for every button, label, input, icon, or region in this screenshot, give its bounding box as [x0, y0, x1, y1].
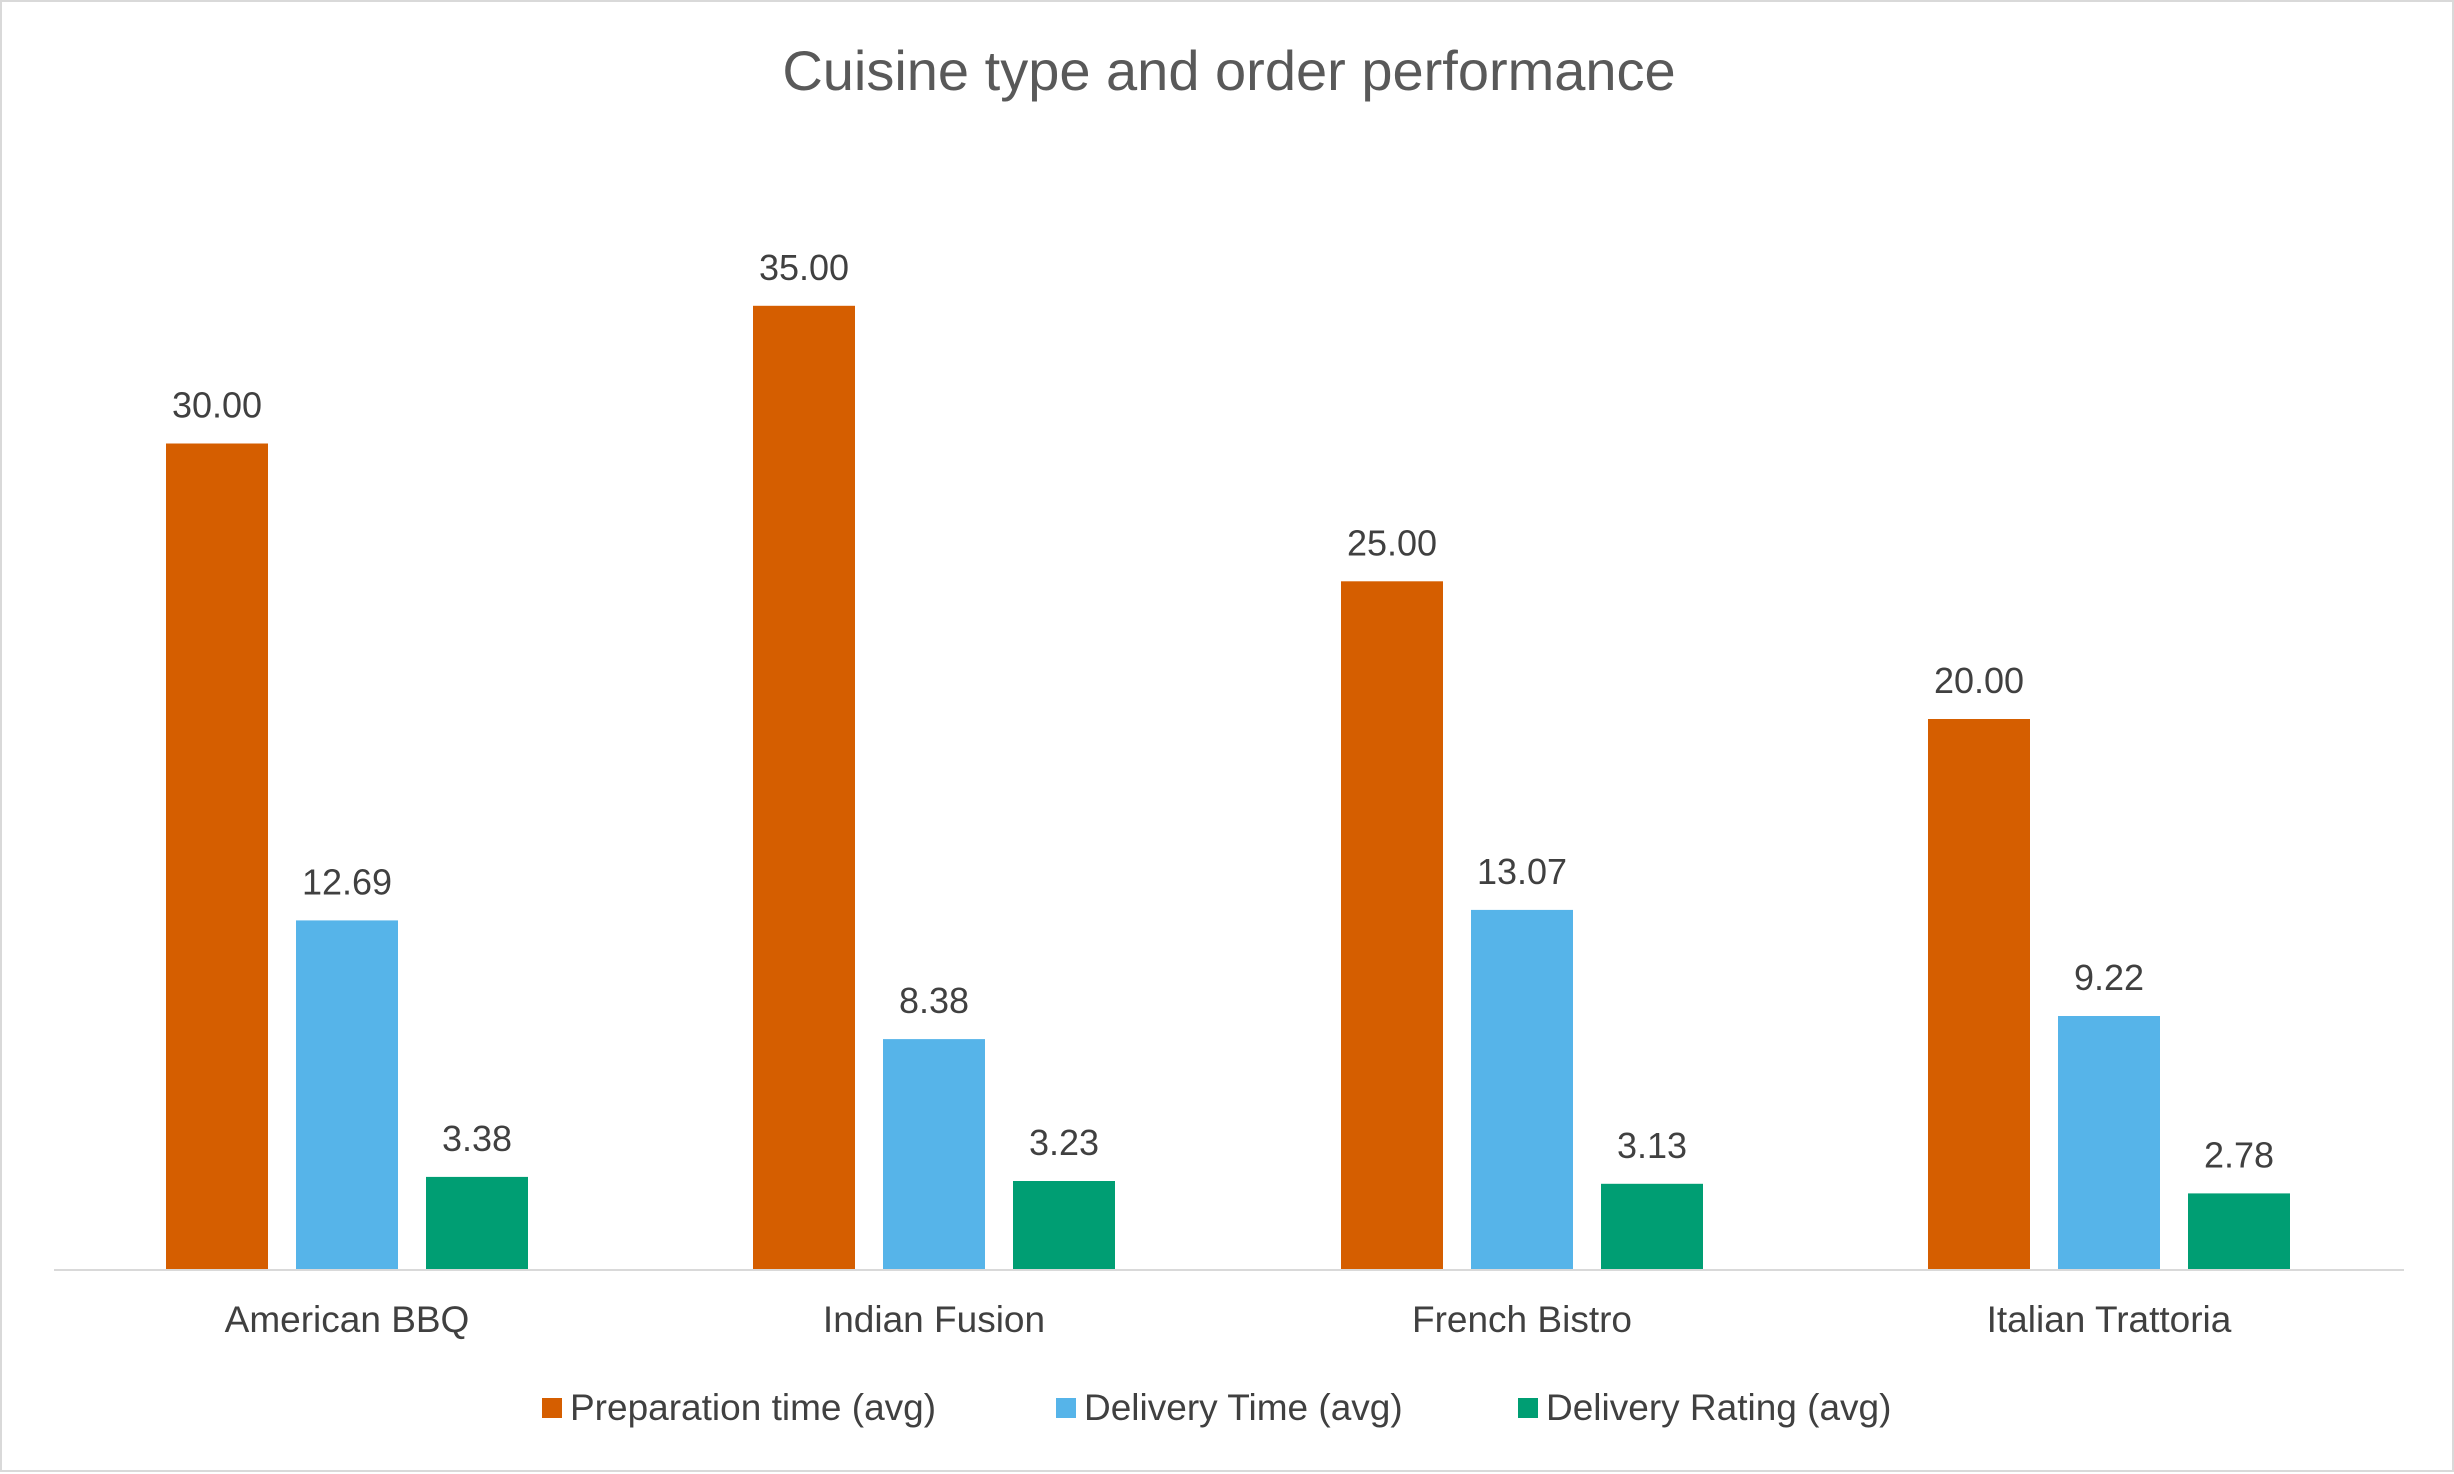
data-label-indian-fusion-delivery-rating-avg: 3.23 — [1029, 1122, 1099, 1163]
data-label-american-bbq-delivery-rating-avg: 3.38 — [442, 1118, 512, 1159]
category-labels-layer: American BBQ Indian Fusion French Bistro It… — [225, 1299, 2232, 1340]
data-label-french-bistro-delivery-rating-avg: 3.13 — [1617, 1125, 1687, 1166]
legend-item-preparation-time-avg: Preparation time (avg) — [542, 1387, 936, 1428]
data-label-italian-trattoria-delivery-rating-avg: 2.78 — [2204, 1134, 2274, 1175]
legend-item-delivery-time-avg: Delivery Time (avg) — [1056, 1387, 1403, 1428]
bar-indian-fusion-preparation-time-avg — [753, 305, 855, 1271]
legend-label-delivery-time-avg: Delivery Time (avg) — [1084, 1387, 1403, 1428]
legend-label-delivery-rating-avg: Delivery Rating (avg) — [1546, 1387, 1891, 1428]
legend: Preparation time (avg) Delivery Time (avg… — [542, 1387, 1891, 1428]
legend-swatch-delivery-rating-avg — [1518, 1398, 1538, 1418]
legend-item-delivery-rating-avg: Delivery Rating (avg) — [1518, 1387, 1891, 1428]
data-labels-layer: 30.00 12.69 3.38 35.00 8.38 3.23 25.00 13.07 3.1… — [172, 247, 2274, 1176]
data-label-french-bistro-preparation-time-avg: 25.00 — [1347, 522, 1437, 563]
bar-french-bistro-delivery-time-avg — [1471, 909, 1573, 1270]
data-label-italian-trattoria-delivery-time-avg: 9.22 — [2074, 957, 2144, 998]
category-label-italian-trattoria: Italian Trattoria — [1987, 1299, 2232, 1340]
bar-italian-trattoria-delivery-time-avg — [2058, 1016, 2160, 1270]
bar-french-bistro-delivery-rating-avg — [1601, 1183, 1703, 1270]
category-label-indian-fusion: Indian Fusion — [823, 1299, 1045, 1340]
data-label-american-bbq-delivery-time-avg: 12.69 — [302, 861, 392, 902]
data-label-american-bbq-preparation-time-avg: 30.00 — [172, 385, 262, 426]
bar-italian-trattoria-preparation-time-avg — [1928, 719, 2030, 1270]
legend-swatch-preparation-time-avg — [542, 1398, 562, 1418]
bar-american-bbq-preparation-time-avg — [166, 443, 268, 1270]
legend-swatch-delivery-time-avg — [1056, 1398, 1076, 1418]
chart-title: Cuisine type and order performance — [782, 39, 1675, 102]
category-label-french-bistro: French Bistro — [1412, 1299, 1632, 1340]
data-label-french-bistro-delivery-time-avg: 13.07 — [1477, 851, 1567, 892]
bar-italian-trattoria-delivery-rating-avg — [2188, 1193, 2290, 1270]
bar-french-bistro-preparation-time-avg — [1341, 581, 1443, 1271]
bars-layer — [166, 305, 2290, 1271]
legend-label-preparation-time-avg: Preparation time (avg) — [570, 1387, 936, 1428]
bar-american-bbq-delivery-rating-avg — [426, 1176, 528, 1270]
data-label-indian-fusion-preparation-time-avg: 35.00 — [759, 247, 849, 288]
bar-indian-fusion-delivery-time-avg — [883, 1039, 985, 1270]
data-label-italian-trattoria-preparation-time-avg: 20.00 — [1934, 660, 2024, 701]
bar-indian-fusion-delivery-rating-avg — [1013, 1181, 1115, 1270]
bar-american-bbq-delivery-time-avg — [296, 920, 398, 1270]
category-label-american-bbq: American BBQ — [225, 1299, 470, 1340]
data-label-indian-fusion-delivery-time-avg: 8.38 — [899, 980, 969, 1021]
